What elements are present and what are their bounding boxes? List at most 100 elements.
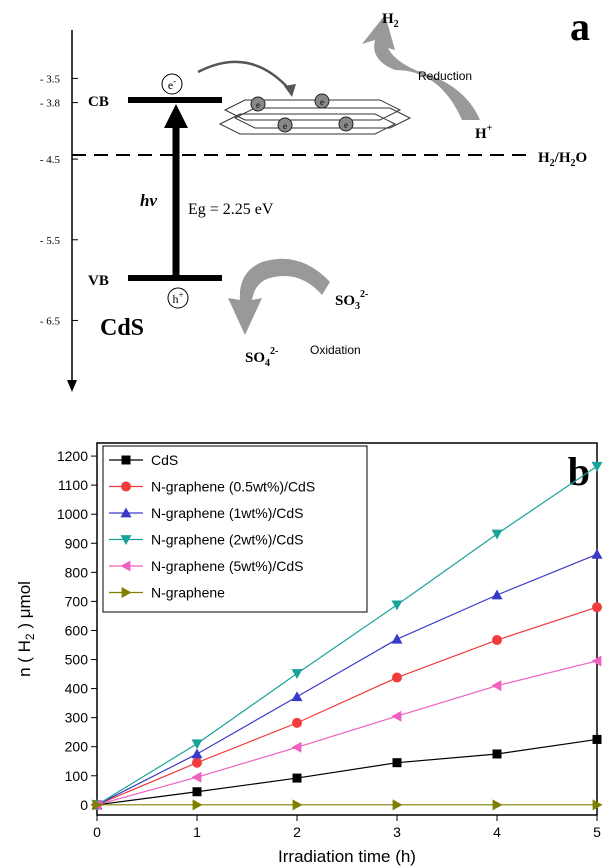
series-line [96,465,598,806]
data-point [391,633,403,644]
y-tick-label: 700 [65,593,89,609]
tick-label: - 3.8 [40,98,61,110]
panel-a: a CB VB e- h+ hv Eg = 2.25 eV CdS e e e … [40,4,590,392]
so4-label: SO42- [245,346,278,369]
data-point [392,799,403,811]
legend-label: CdS [151,452,178,468]
oxidation-label: Oxidation [310,343,361,357]
tick-label: - 5.5 [40,235,61,247]
data-point [391,600,403,611]
legend-marker [120,560,131,572]
axis-arrow [67,380,77,392]
photon-label: hv [140,191,157,210]
sheet-electron: e [344,120,348,130]
x-tick-label: 5 [593,824,601,840]
x-tick-label: 3 [393,824,401,840]
reduction-arrow [362,15,480,120]
legend-label: N-graphene [151,585,225,601]
plot-frame [96,442,598,816]
data-point [292,717,302,728]
h-plus-label: H+ [475,123,493,142]
transfer-head [284,84,296,97]
legend-label: N-graphene (1wt%)/CdS [151,505,304,521]
data-point [592,734,602,744]
excitation-head [164,104,188,128]
y-tick-label: 100 [65,768,89,784]
data-point [192,799,203,811]
data-point [491,529,503,540]
x-axis-label: Irradiation time (h) [278,847,416,866]
data-point [592,602,602,613]
legend-label: N-graphene (2wt%)/CdS [151,532,304,548]
sheet-electron: e [320,97,324,107]
data-point [291,691,303,702]
series-line [96,738,598,806]
so3-label: SO32- [335,289,368,312]
y-tick-label: 200 [65,739,89,755]
tick-label: - 6.5 [40,315,61,327]
y-tick-label: 0 [80,797,88,813]
data-point [591,548,603,559]
legend-marker [121,455,131,465]
data-point [191,748,203,759]
hole-circle [167,287,189,309]
legend-marker [120,535,132,545]
data-point [92,799,103,811]
x-tick-label: 0 [93,824,101,840]
panel-label: a [570,4,590,49]
sheet-electrons [250,93,354,133]
data-point [292,773,302,783]
legend-marker [121,587,132,598]
data-point [591,655,602,667]
electron-label: e- [168,76,176,92]
legend-marker [120,507,132,518]
vb-label: VB [88,273,109,289]
panel-label: b [568,449,590,494]
y-tick-label: 1100 [58,477,88,493]
data-point [592,799,603,811]
material-label: CdS [100,315,144,341]
sheet-electron: e [283,121,287,131]
y-tick-label: 500 [65,652,89,668]
transfer-arrow [197,60,291,91]
data-point [392,758,402,768]
legend-box [102,445,368,613]
band-gap: Eg = 2.25 eV [188,201,274,218]
legend-label: N-graphene (0.5wt%)/CdS [151,479,315,495]
y-tick-label: 1000 [57,506,88,522]
y-tick-label: 400 [65,681,89,697]
data-point [492,749,502,759]
series-line [96,660,598,806]
data-point [291,669,303,679]
data-point [591,461,603,472]
graphene-sheets [218,99,412,135]
y-tick-label: 1200 [57,448,88,464]
sheet-electron: e [256,100,260,110]
data-point [292,799,303,811]
y-tick-label: 300 [65,710,89,726]
hole-label: h+ [172,290,183,306]
y-tick-label: 900 [65,535,89,551]
electron-circle [161,73,183,95]
tick-label: - 3.5 [40,73,61,85]
data-point [491,680,502,692]
data-point [392,672,402,683]
y-axis-label: n ( H2 ) μmol [15,581,37,677]
panel-b: b Irradiation time (h) n ( H2 ) μmol 010… [15,442,603,866]
data-point [291,741,302,753]
x-tick-label: 2 [293,824,301,840]
data-point [191,739,203,750]
series-line [96,553,598,806]
h2-label: H2 [382,11,399,30]
reduction-label: Reduction [418,69,472,83]
x-tick-label: 4 [493,824,501,840]
redox-label: H2/H2O [538,150,587,169]
series-line [96,606,598,806]
data-point [391,710,402,722]
legend-marker [121,481,131,492]
x-tick-label: 1 [193,824,201,840]
data-point [492,635,502,646]
y-tick-label: 800 [65,564,89,580]
legend-label: N-graphene (5wt%)/CdS [151,558,304,574]
